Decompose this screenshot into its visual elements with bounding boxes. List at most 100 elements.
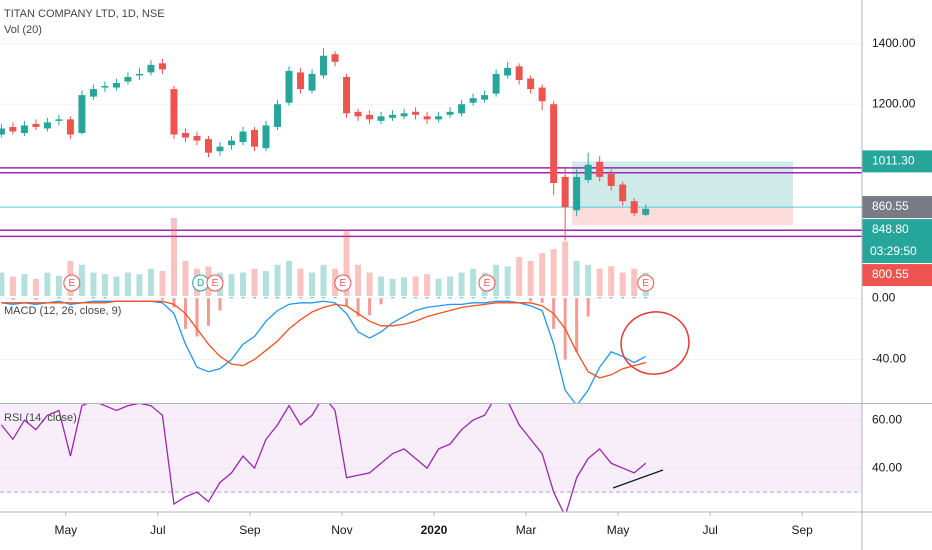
volume-bar [389,278,396,296]
volume-bar [90,272,97,296]
volume-title: Vol (20) [4,24,42,36]
volume-bar [124,272,131,296]
volume-bar [401,277,408,296]
macd-histogram-bar [402,297,406,299]
macd-histogram-bar [276,297,280,299]
macd-histogram-bar [356,298,360,317]
macd-histogram-bar [264,297,268,299]
candle-body [78,95,86,134]
volume-bar [447,276,454,296]
volume-bar [263,271,270,296]
macd-histogram-bar [241,297,245,299]
candle-body [262,125,270,149]
macd-histogram-bar [425,297,429,299]
volume-bar [619,272,626,296]
volume-bar [147,268,154,296]
volume-bar [297,268,304,296]
x-tick-label: Mar [516,523,537,537]
candle-body [446,111,454,115]
candle-body [216,146,224,152]
candle-body [55,119,63,121]
event-label: E [212,278,219,289]
candle-body [239,131,247,143]
candle-body [101,86,109,88]
macd-histogram-bar [575,298,579,352]
y-tick-label: 40.00 [872,460,902,474]
volume-bar [435,278,442,296]
macd-histogram-bar [195,298,199,337]
candle-body [308,73,316,91]
volume-bar [504,266,511,296]
price-label: 860.55 [872,199,909,213]
volume-bar [286,260,293,296]
macd-histogram-bar [11,298,15,300]
price-label-box [862,150,932,173]
macd-histogram-bar [494,297,498,299]
event-marker [206,274,224,292]
macd-pane [0,297,862,403]
x-tick-label: 2020 [421,523,448,537]
candle-body [561,176,569,208]
volume-bar [378,276,385,296]
event-label: D [197,278,204,289]
candle-body [423,116,431,120]
volume-bar [562,241,569,296]
drawn-circle [620,311,690,375]
candle-body [607,173,615,187]
axes: May Jul Sep Nov 2020 Mar May Jul Sep 1200.00 1400.… [54,36,932,537]
macd-histogram-bar [379,298,383,305]
candle-body [320,55,328,76]
x-tick-label: Jul [150,523,165,537]
candle-body [573,176,581,211]
volume-bar [608,266,615,296]
macd-histogram-bar [368,298,372,316]
macd-histogram-bar [218,298,222,311]
candle-body [481,95,489,100]
candle-body [492,73,500,94]
candle-body [354,111,362,117]
volume-bar [0,272,5,296]
price-label: 1011.30 [872,154,915,168]
volume-bar [355,264,362,296]
volume-bar [320,264,327,296]
candle-body [642,208,650,215]
x-tick-label: Sep [239,523,261,537]
macd-histogram-bar [540,298,544,303]
x-tick-label: Jul [702,523,717,537]
macd-histogram-bar [57,297,61,299]
volume-bar [573,260,580,296]
macd-histogram-bar [621,297,625,299]
event-marker [478,274,496,292]
volume-bar [470,268,477,296]
event-marker [334,274,352,292]
volume-bar [585,264,592,296]
event-marker [63,274,81,292]
rsi-line [0,404,647,512]
candle-body [412,111,420,115]
macd-histogram-bar [299,297,303,299]
macd-histogram-bar [345,298,349,306]
volume-bar [274,264,281,296]
drawn-trendline [612,469,664,489]
event-label: E [340,278,347,289]
rsi-pane [0,404,862,512]
candle-body [135,73,143,76]
macd-histogram-bar [322,297,326,299]
candle-body [538,87,546,102]
macd-histogram-bar [172,298,176,308]
candle-body [343,76,351,114]
x-tick-label: Nov [331,523,352,537]
event-label: E [68,278,75,289]
volume-bar [343,229,350,296]
price-label: 800.55 [872,267,909,281]
price-label-box [862,196,932,219]
candle-body [251,129,259,147]
macd-histogram-bar [632,297,636,299]
macd-histogram-bar [34,298,38,300]
macd-histogram-bar [310,297,314,299]
price-label: 848.80 [872,222,909,236]
countdown-label: 03:29:50 [870,244,917,258]
volume-bar [458,272,465,296]
